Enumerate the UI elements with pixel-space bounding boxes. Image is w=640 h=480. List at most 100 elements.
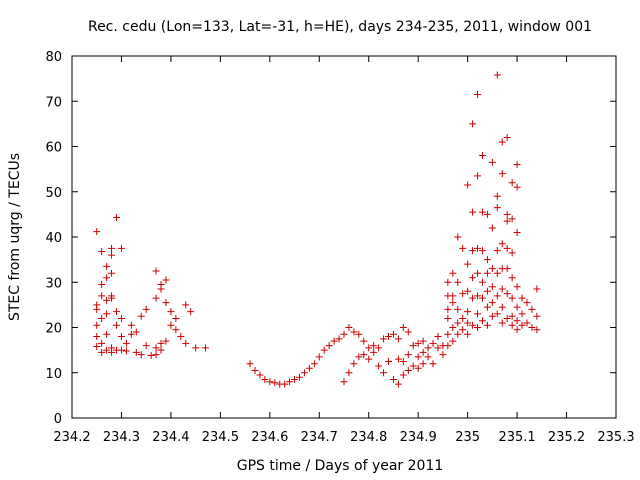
data-point: [444, 314, 452, 322]
data-point: [117, 333, 125, 341]
data-point: [286, 378, 294, 386]
data-point: [459, 244, 467, 252]
data-point: [152, 294, 160, 302]
data-point: [394, 380, 402, 388]
x-tick-label: 234.5: [202, 430, 239, 445]
data-point: [508, 312, 516, 320]
data-point: [474, 269, 482, 277]
data-point: [380, 335, 388, 343]
data-point: [271, 379, 279, 387]
x-tick-label: 234.7: [301, 430, 338, 445]
data-point: [444, 278, 452, 286]
data-point: [508, 321, 516, 329]
data-point: [98, 247, 106, 255]
data-point: [528, 324, 536, 331]
data-point: [483, 303, 491, 311]
data-point: [488, 283, 496, 291]
data-point: [459, 326, 467, 334]
data-point: [355, 330, 363, 338]
data-point: [518, 310, 526, 318]
data-point: [498, 303, 506, 311]
data-point: [513, 183, 521, 191]
data-point: [503, 133, 511, 141]
data-point: [424, 353, 432, 361]
data-point: [113, 321, 121, 329]
data-point: [360, 337, 368, 345]
data-point: [117, 314, 125, 322]
data-point: [108, 269, 116, 277]
data-point: [103, 330, 111, 338]
data-point: [340, 330, 348, 338]
data-point: [300, 369, 308, 377]
data-point: [513, 283, 521, 291]
data-point: [478, 208, 486, 216]
data-point: [137, 312, 145, 320]
x-tick-label: 235.1: [498, 430, 535, 445]
data-point: [469, 274, 477, 282]
data-point: [464, 260, 472, 268]
y-tick-label: 10: [45, 367, 62, 382]
data-point: [108, 348, 116, 356]
data-point: [98, 348, 106, 356]
data-point: [172, 314, 180, 322]
data-point: [182, 339, 190, 347]
data-point: [459, 290, 467, 298]
data-point: [533, 285, 541, 293]
data-point: [469, 321, 477, 329]
data-point: [399, 357, 407, 365]
data-point: [157, 339, 165, 347]
data-point: [449, 324, 457, 331]
data-point: [389, 330, 397, 338]
data-point: [385, 357, 393, 365]
data-point: [414, 364, 422, 372]
data-point: [108, 244, 116, 252]
y-tick-label: 80: [45, 50, 62, 65]
x-tick-label: 235.2: [548, 430, 585, 445]
data-point: [147, 352, 155, 360]
data-point: [533, 312, 541, 320]
data-point: [414, 353, 422, 361]
data-point: [488, 265, 496, 273]
data-point: [493, 71, 501, 79]
data-point: [103, 346, 111, 354]
data-point: [498, 319, 506, 327]
data-point: [449, 292, 457, 300]
data-point: [508, 249, 516, 257]
data-point: [172, 326, 180, 334]
data-point: [454, 233, 462, 241]
data-point: [295, 373, 303, 381]
x-tick-label: 234.9: [400, 430, 437, 445]
data-point: [498, 138, 506, 146]
data-point: [464, 181, 472, 189]
chart-title: Rec. cedu (Lon=133, Lat=-31, h=HE), days…: [88, 19, 592, 35]
data-point: [488, 299, 496, 307]
data-point: [325, 342, 333, 350]
data-point: [533, 326, 541, 334]
data-point: [98, 292, 106, 300]
data-point: [192, 344, 200, 352]
y-tick-label: 30: [45, 276, 62, 291]
data-point: [93, 228, 101, 236]
data-point: [513, 326, 521, 334]
data-point: [454, 278, 462, 286]
data-point: [103, 296, 111, 304]
data-point: [503, 217, 511, 225]
data-point: [478, 247, 486, 255]
data-point: [394, 355, 402, 363]
data-point: [167, 321, 175, 329]
data-point: [469, 247, 477, 255]
data-point: [523, 299, 531, 307]
data-point: [246, 360, 254, 368]
data-point: [409, 342, 417, 350]
data-point: [478, 152, 486, 160]
data-point: [478, 278, 486, 286]
data-point: [518, 321, 526, 329]
data-point: [478, 317, 486, 325]
data-point: [305, 364, 313, 372]
data-point: [162, 299, 170, 307]
data-point: [345, 369, 353, 377]
data-point: [464, 308, 472, 316]
data-point: [404, 328, 412, 336]
data-point: [142, 342, 150, 350]
